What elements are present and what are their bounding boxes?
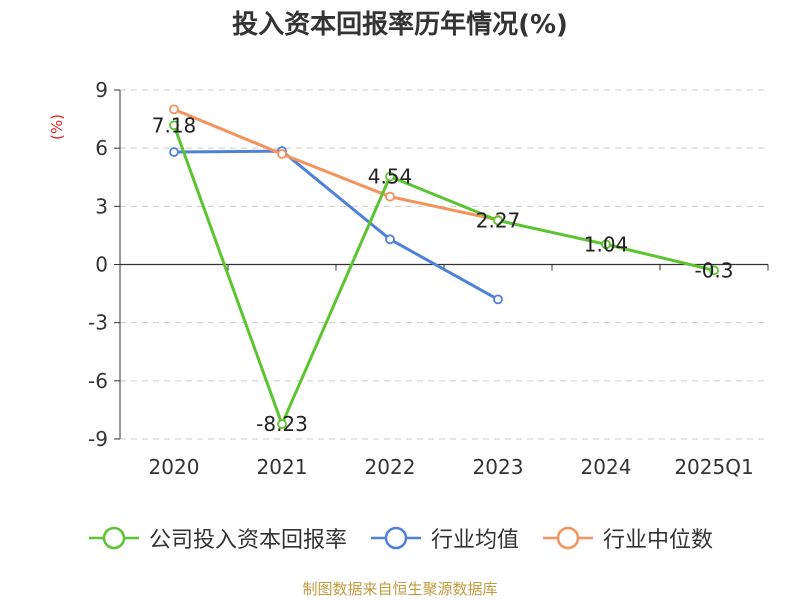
y-tick-label: 6 xyxy=(95,136,108,160)
legend: 公司投入资本回报率 行业均值 行业中位数 xyxy=(0,518,800,558)
legend-marker-icon xyxy=(88,526,139,550)
data-label: -0.3 xyxy=(694,258,733,282)
legend-item[interactable]: 行业中位数 xyxy=(541,522,713,554)
data-label: 7.18 xyxy=(152,113,197,137)
data-labels: 7.18 -8.23 4.54 2.27 1.04 -0.3 xyxy=(152,113,734,436)
axes: 9 6 3 0 -3 -6 -9 2020 2021 2022 2023 2024 2025Q1 (%) xyxy=(48,78,769,479)
y-tick-label: 0 xyxy=(95,253,108,277)
legend-marker-icon xyxy=(370,526,421,550)
data-point xyxy=(385,171,395,182)
y-axis-label: (%) xyxy=(48,114,66,140)
data-point xyxy=(385,191,395,202)
legend-label: 行业中位数 xyxy=(603,528,714,553)
data-point xyxy=(385,234,395,245)
data-point xyxy=(169,147,179,157)
x-tick-label: 2020 xyxy=(149,455,200,479)
legend-label: 公司投入资本回报率 xyxy=(148,528,347,553)
data-point xyxy=(493,215,503,226)
data-label: 1.04 xyxy=(584,232,629,256)
y-tick-label: -3 xyxy=(88,311,108,335)
series-lines xyxy=(169,104,719,429)
data-point xyxy=(601,239,611,250)
data-point xyxy=(277,149,287,159)
data-label: 2.27 xyxy=(476,208,521,232)
series-line xyxy=(172,124,715,426)
data-point xyxy=(169,120,179,131)
y-tick-label: 9 xyxy=(95,78,108,102)
x-tick-label: 2025Q1 xyxy=(674,455,753,479)
y-tick-label: -9 xyxy=(88,427,108,451)
x-tick-label: 2023 xyxy=(473,455,524,479)
source-note: 制图数据来自恒生聚源数据库 xyxy=(302,580,498,598)
x-tick-label: 2022 xyxy=(365,455,416,479)
data-point xyxy=(277,419,287,429)
legend-item[interactable]: 公司投入资本回报率 xyxy=(87,522,347,554)
series-line xyxy=(173,108,499,222)
grid-lines xyxy=(120,89,768,440)
y-tick-label: 3 xyxy=(95,194,108,218)
x-tick-label: 2021 xyxy=(257,455,308,479)
series-line xyxy=(173,149,499,301)
data-label: 4.54 xyxy=(368,164,413,188)
chart-title: 投入资本回报率历年情况(%) xyxy=(232,10,568,40)
data-label: -8.23 xyxy=(256,412,308,436)
y-tick-label: -6 xyxy=(88,369,108,393)
legend-marker-icon xyxy=(543,526,593,550)
data-point xyxy=(493,294,503,305)
data-point xyxy=(709,265,719,276)
x-tick-label: 2024 xyxy=(581,455,632,479)
data-point xyxy=(169,104,179,115)
legend-label: 行业均值 xyxy=(430,528,519,553)
legend-item[interactable]: 行业均值 xyxy=(369,522,519,554)
